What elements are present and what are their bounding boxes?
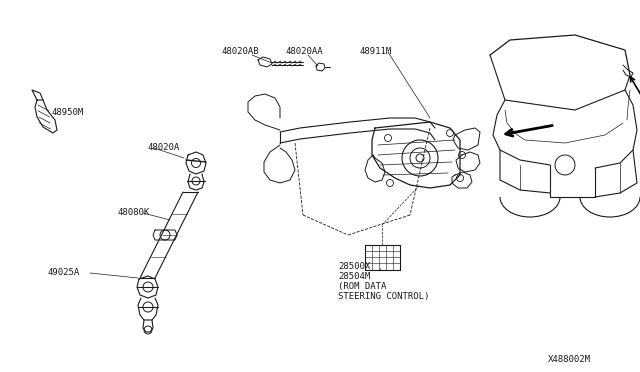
Text: 48080K: 48080K [117, 208, 149, 217]
Text: (ROM DATA: (ROM DATA [338, 282, 387, 291]
Text: 48911M: 48911M [360, 47, 392, 56]
Text: 48020AB: 48020AB [222, 47, 260, 56]
Text: 49025A: 49025A [48, 268, 80, 277]
Text: 48020AA: 48020AA [285, 47, 323, 56]
Text: 48020A: 48020A [148, 143, 180, 152]
Text: 48950M: 48950M [52, 108, 84, 117]
Text: STEERING CONTROL): STEERING CONTROL) [338, 292, 429, 301]
Text: 28500X: 28500X [338, 262, 371, 271]
Text: X488002M: X488002M [548, 355, 591, 364]
Text: 28504M: 28504M [338, 272, 371, 281]
